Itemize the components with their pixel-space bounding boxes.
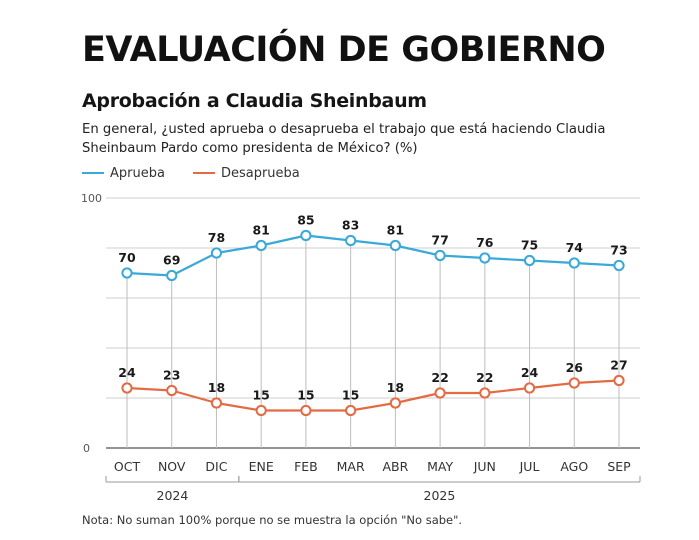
survey-question: En general, ¿usted aprueba o desaprueba … xyxy=(82,122,606,156)
data-point-desaprueba xyxy=(568,377,580,389)
data-label-aprueba: 77 xyxy=(431,233,448,248)
data-point-desaprueba xyxy=(613,374,625,387)
legend-label-desaprueba: Desaprueba xyxy=(220,165,300,181)
chart-subtitle: Aprobación a Claudia Sheinbaum xyxy=(82,90,427,112)
x-tick-label: FEB xyxy=(294,459,318,474)
data-point-aprueba xyxy=(523,254,536,267)
data-label-aprueba: 78 xyxy=(208,230,225,245)
data-point-aprueba xyxy=(434,249,446,262)
x-tick-label: JUL xyxy=(519,459,540,474)
data-point-aprueba xyxy=(210,247,223,259)
data-label-aprueba: 70 xyxy=(118,250,136,265)
data-point-aprueba xyxy=(389,239,401,252)
main-title: EVALUACIÓN DE GOBIERNO xyxy=(82,30,606,70)
data-label-desaprueba: 22 xyxy=(431,370,448,385)
data-point-desaprueba xyxy=(523,382,536,394)
data-point-aprueba xyxy=(121,267,133,279)
data-label-aprueba: 81 xyxy=(387,223,404,238)
x-tick-label: DIC xyxy=(205,459,227,474)
data-label-desaprueba: 15 xyxy=(297,388,314,403)
data-label-desaprueba: 15 xyxy=(342,388,359,403)
data-label-aprueba: 69 xyxy=(163,253,180,268)
x-tick-label: OCT xyxy=(114,459,141,474)
series-line-desaprueba xyxy=(126,379,620,412)
data-point-aprueba xyxy=(300,229,312,242)
data-point-desaprueba xyxy=(345,404,357,417)
data-label-desaprueba: 24 xyxy=(118,365,136,380)
data-label-desaprueba: 23 xyxy=(163,368,180,383)
data-point-desaprueba xyxy=(479,387,491,399)
legend-label-aprueba: Aprueba xyxy=(110,165,165,181)
x-tick-label: ABR xyxy=(382,459,408,474)
data-label-aprueba: 73 xyxy=(610,243,627,258)
data-label-aprueba: 85 xyxy=(297,213,314,228)
footnote: Nota: No suman 100% porque no se muestra… xyxy=(82,513,463,527)
data-point-desaprueba xyxy=(166,384,178,397)
line-chart: 100 0 70 69 78 81 85 83 81 77 76 75 74 73 24 23 18 15 15 15… xyxy=(81,192,641,503)
data-point-desaprueba xyxy=(389,397,401,409)
data-label-desaprueba: 26 xyxy=(566,360,584,375)
data-point-desaprueba xyxy=(210,397,223,409)
data-label-desaprueba: 15 xyxy=(252,388,269,403)
data-label-aprueba: 81 xyxy=(252,223,269,238)
legend-item-desaprueba: Desaprueba xyxy=(192,165,300,181)
data-point-aprueba xyxy=(166,269,178,282)
data-point-desaprueba xyxy=(121,382,133,394)
year-label-2024: 2024 xyxy=(157,488,189,503)
data-label-desaprueba: 18 xyxy=(208,380,225,395)
x-tick-label: NOV xyxy=(158,459,186,474)
legend-item-aprueba: Aprueba xyxy=(82,166,165,181)
x-tick-label: AGO xyxy=(560,459,588,474)
data-label-desaprueba: 27 xyxy=(610,358,627,373)
x-tick-label: MAY xyxy=(427,459,453,474)
data-label-desaprueba: 22 xyxy=(476,370,493,385)
data-point-aprueba xyxy=(568,257,580,269)
x-tick-label: JUN xyxy=(473,459,496,474)
data-point-aprueba xyxy=(613,259,625,272)
data-label-desaprueba: 24 xyxy=(521,365,539,380)
x-tick-label: SEP xyxy=(607,459,631,474)
y-tick-label-0: 0 xyxy=(83,442,90,455)
legend-swatch-aprueba xyxy=(82,172,104,174)
data-point-aprueba xyxy=(345,234,357,247)
data-point-desaprueba xyxy=(300,404,312,417)
legend-swatch-desaprueba xyxy=(192,172,215,174)
data-point-desaprueba xyxy=(434,387,446,399)
year-label-2025: 2025 xyxy=(424,488,456,503)
x-tick-label: MAR xyxy=(337,459,365,474)
y-tick-label-100: 100 xyxy=(81,192,102,205)
chart-legend: Aprueba Desaprueba xyxy=(82,164,328,182)
data-label-desaprueba: 18 xyxy=(387,380,404,395)
data-label-aprueba: 74 xyxy=(566,240,584,255)
data-label-aprueba: 83 xyxy=(342,218,359,233)
data-label-aprueba: 76 xyxy=(476,235,494,250)
data-point-desaprueba xyxy=(255,404,267,417)
data-label-aprueba: 75 xyxy=(521,238,538,253)
series-line-aprueba xyxy=(126,234,620,277)
x-tick-label: ENE xyxy=(249,459,274,474)
data-point-aprueba xyxy=(479,252,491,264)
data-point-aprueba xyxy=(255,239,267,252)
